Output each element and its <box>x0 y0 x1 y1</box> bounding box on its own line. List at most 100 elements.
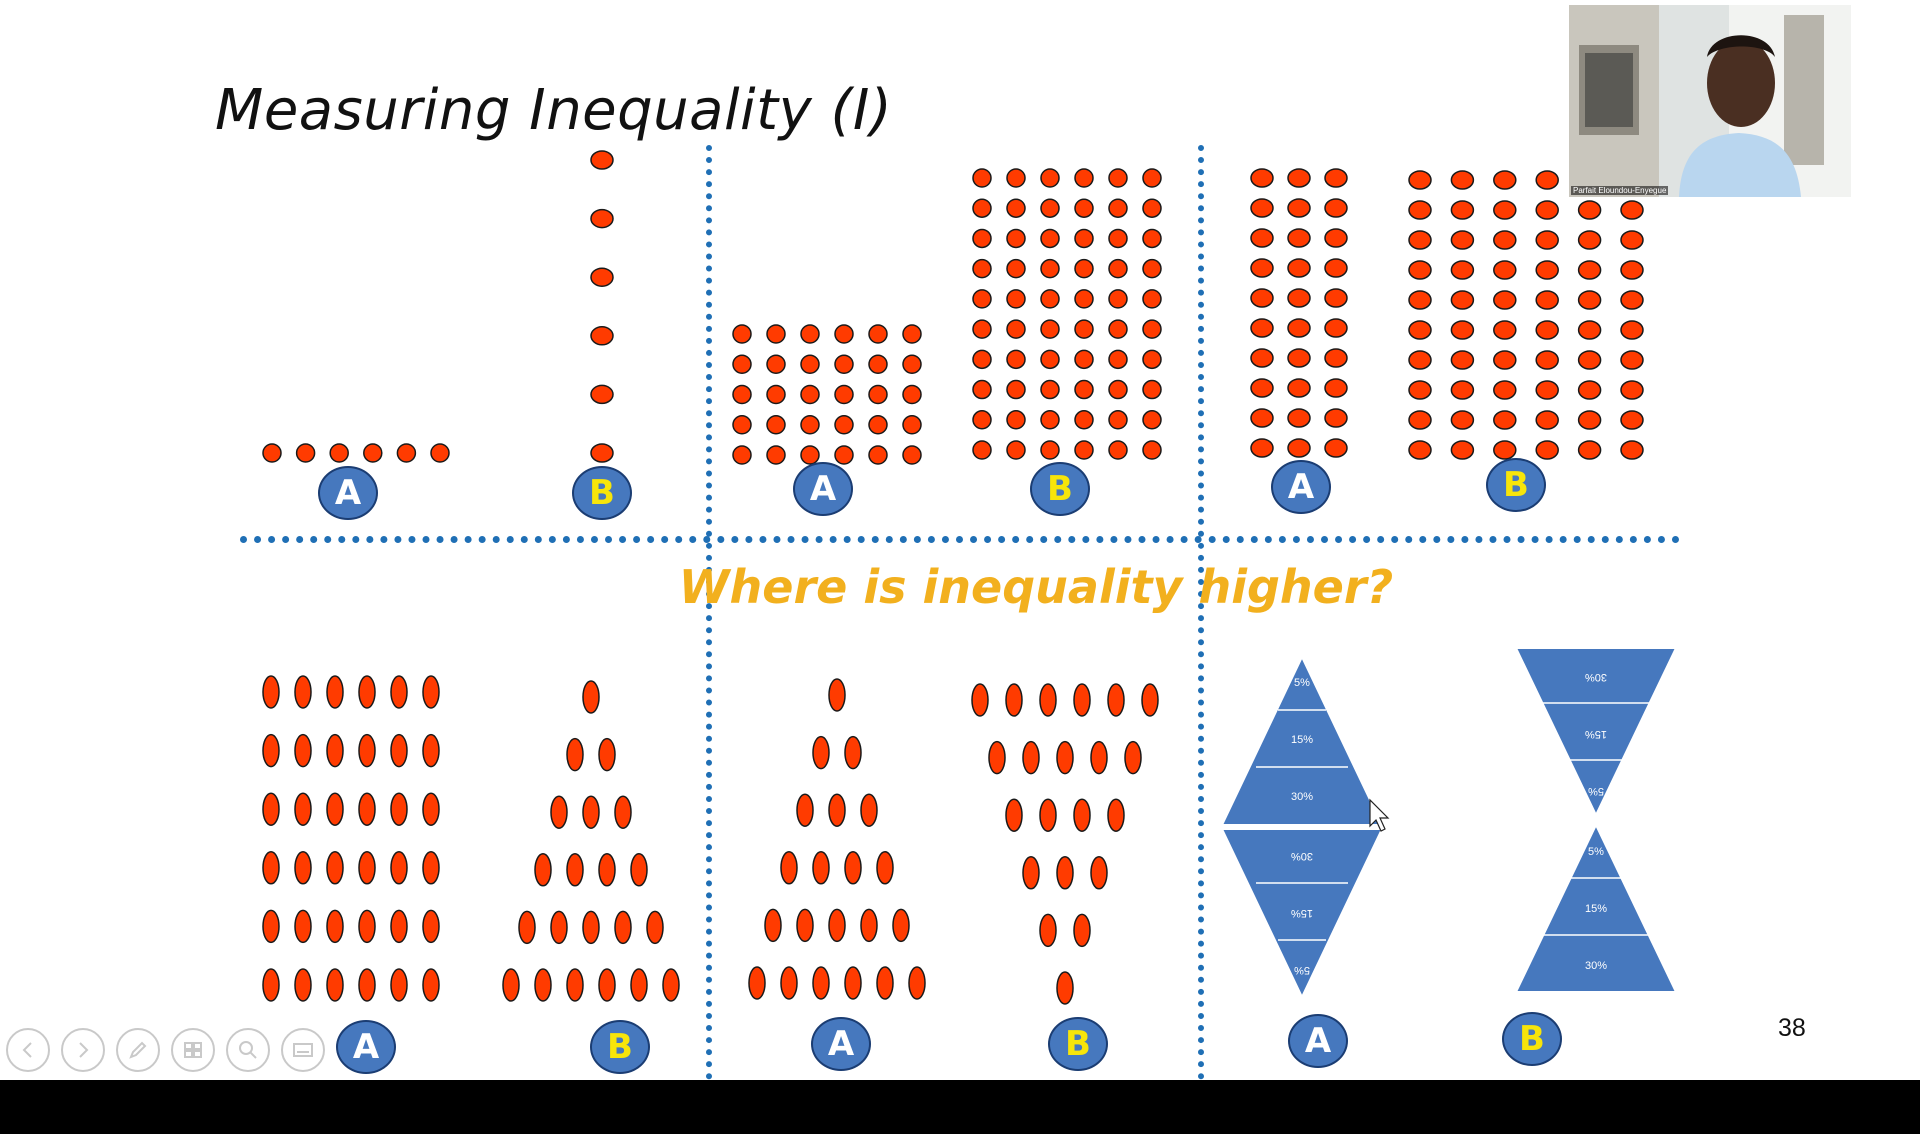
page-number: 38 <box>1778 1014 1806 1043</box>
dot-top-middle-b <box>1075 229 1093 247</box>
b-lower-label-2: 15% <box>1585 903 1607 915</box>
dot-bottom-middle-a <box>861 909 877 941</box>
dot-bottom-left-a <box>263 676 279 708</box>
dot-bottom-left-a <box>295 793 311 825</box>
dot-bottom-left-a <box>423 735 439 767</box>
next-slide-button[interactable] <box>61 1028 105 1072</box>
b-upper-label-1: 30% <box>1585 671 1607 683</box>
dot-top-middle-b <box>1007 320 1025 338</box>
dot-top-right-b <box>1409 441 1431 459</box>
slides-icon <box>181 1038 205 1062</box>
dot-bottom-left-a <box>359 852 375 884</box>
dot-top-middle-b <box>1007 229 1025 247</box>
dot-bottom-left-a <box>263 852 279 884</box>
dot-bottom-left-a <box>295 852 311 884</box>
a-upper-label-3: 30% <box>1291 791 1313 803</box>
dot-top-right-b <box>1579 351 1601 369</box>
dot-bottom-left-a <box>423 969 439 1001</box>
dot-top-right-b <box>1409 231 1431 249</box>
dot-top-right-b <box>1409 351 1431 369</box>
dot-bottom-left-a <box>359 969 375 1001</box>
dot-bottom-left-b <box>567 969 583 1001</box>
dot-top-right-b <box>1621 261 1643 279</box>
slide: Measuring Inequality (I) 5% 15% 30% 30% … <box>0 0 1920 1080</box>
dot-top-right-b <box>1579 201 1601 219</box>
dot-bottom-left-b <box>663 969 679 1001</box>
dot-top-right-a <box>1288 229 1310 247</box>
webcam-thumbnail[interactable]: Parfait Eloundou-Enyegue <box>1569 5 1851 197</box>
dot-top-middle-b <box>1075 260 1093 278</box>
dot-bottom-middle-b <box>989 742 1005 774</box>
dot-bottom-middle-b <box>1040 914 1056 946</box>
dot-top-right-b <box>1451 411 1473 429</box>
dot-top-right-b <box>1621 411 1643 429</box>
subtitles-button[interactable] <box>281 1028 325 1072</box>
dot-top-middle-a <box>903 416 921 434</box>
dot-top-right-b <box>1621 291 1643 309</box>
dot-top-right-b <box>1579 231 1601 249</box>
dot-bottom-left-a <box>263 969 279 1001</box>
dot-top-middle-a <box>869 355 887 373</box>
dot-bottom-left-b <box>567 739 583 771</box>
dot-bottom-middle-b <box>1023 742 1039 774</box>
dot-bottom-middle-a <box>749 967 765 999</box>
dot-top-middle-b <box>1109 350 1127 368</box>
dot-top-middle-b <box>1007 169 1025 187</box>
dot-top-right-b <box>1494 411 1516 429</box>
dot-top-right-a <box>1325 379 1347 397</box>
dot-top-left-b <box>591 327 613 345</box>
pen-icon <box>126 1038 150 1062</box>
dot-bottom-middle-a <box>797 909 813 941</box>
dot-top-middle-a <box>733 325 751 343</box>
dot-top-right-b <box>1409 291 1431 309</box>
dot-top-left-a <box>297 444 315 462</box>
dot-bottom-middle-b <box>1057 972 1073 1004</box>
dot-top-right-b <box>1451 321 1473 339</box>
dot-top-right-b <box>1621 381 1643 399</box>
dot-top-right-a <box>1251 259 1273 277</box>
dot-bottom-middle-a <box>765 909 781 941</box>
mouse-cursor-icon <box>1370 800 1388 831</box>
pen-tool-button[interactable] <box>116 1028 160 1072</box>
previous-slide-button[interactable] <box>6 1028 50 1072</box>
see-all-slides-button[interactable] <box>171 1028 215 1072</box>
dot-top-left-b <box>591 268 613 286</box>
dot-top-right-a <box>1288 169 1310 187</box>
dot-top-right-b <box>1621 321 1643 339</box>
dot-top-middle-b <box>1007 199 1025 217</box>
a-lower-label-1: 30% <box>1291 850 1313 862</box>
dot-top-right-b <box>1579 291 1601 309</box>
zoom-button[interactable] <box>226 1028 270 1072</box>
dot-bottom-middle-b <box>1057 742 1073 774</box>
a-lower-label-3: 5% <box>1294 964 1310 976</box>
dot-top-middle-b <box>1041 350 1059 368</box>
dot-top-right-b <box>1451 351 1473 369</box>
dot-top-right-a <box>1325 439 1347 457</box>
dot-top-middle-b <box>973 320 991 338</box>
dot-bottom-left-a <box>263 910 279 942</box>
dot-top-middle-a <box>801 325 819 343</box>
dot-bottom-middle-b <box>1091 857 1107 889</box>
dot-top-middle-b <box>1143 320 1161 338</box>
dot-top-middle-b <box>1075 381 1093 399</box>
dot-top-middle-b <box>1041 260 1059 278</box>
dot-top-right-b <box>1494 171 1516 189</box>
dot-top-middle-b <box>1041 199 1059 217</box>
dot-top-right-a <box>1288 199 1310 217</box>
dot-top-right-b <box>1579 381 1601 399</box>
dot-top-right-a <box>1251 199 1273 217</box>
dot-top-middle-b <box>1007 441 1025 459</box>
badge-a-top-right: A <box>1271 460 1331 514</box>
dot-top-right-a <box>1288 409 1310 427</box>
dot-top-right-b <box>1621 441 1643 459</box>
dot-top-middle-b <box>973 441 991 459</box>
diamond-a: 5% 15% 30% 30% 15% 5% <box>1222 657 1382 997</box>
dot-bottom-left-a <box>263 793 279 825</box>
dot-bottom-middle-b <box>1023 857 1039 889</box>
dot-top-middle-a <box>767 446 785 464</box>
screen-bottom-bar <box>0 1080 1920 1134</box>
b-upper-label-3: 5% <box>1588 785 1604 797</box>
dot-top-middle-a <box>835 446 853 464</box>
dot-top-left-a <box>431 444 449 462</box>
dot-top-right-a <box>1325 349 1347 367</box>
